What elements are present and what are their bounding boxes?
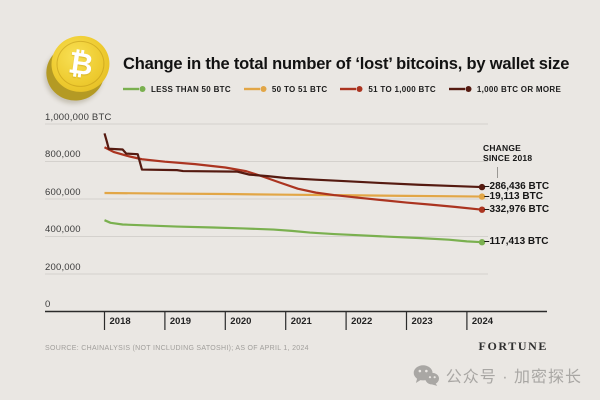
change-since-header-line1: CHANGE xyxy=(483,143,522,153)
legend-swatch-51-to-1000 xyxy=(340,86,363,92)
source-note: SOURCE: CHAINALYSIS (NOT INCLUDING SATOS… xyxy=(45,345,309,352)
x-tick-label-2018: 2018 xyxy=(109,316,131,327)
y-tick-label-600000: 600,000 xyxy=(45,186,81,198)
change-label-50-to-51: –19,113 BTC xyxy=(484,190,543,202)
change-since-header-line2: SINCE 2018 xyxy=(483,153,533,164)
legend-item-51-to-1000: 51 TO 1,000 BTC xyxy=(340,84,436,94)
wechat-icon xyxy=(413,365,439,386)
x-tick-label-2020: 2020 xyxy=(230,316,252,327)
change-since-header: CHANGE SINCE 2018 xyxy=(483,143,532,163)
y-tick-label-400000: 400,000 xyxy=(45,224,81,235)
legend-swatch-1000-or-more xyxy=(448,86,472,92)
legend-label-51-to-1000: 51 TO 1,000 BTC xyxy=(368,84,436,94)
series-line-less-than-50 xyxy=(104,219,483,244)
legend: LESS THAN 50 BTC 50 TO 51 BTC 51 TO 1,000 … xyxy=(123,84,561,94)
y-tick-label-800000: 800,000 xyxy=(45,149,81,160)
x-tick-label-2019: 2019 xyxy=(169,316,192,327)
legend-item-1000-or-more: 1,000 BTC OR MORE xyxy=(448,84,562,94)
y-tick-label-1000000: 1,000,000 BTC xyxy=(45,111,112,123)
fortune-logo: FORTUNE xyxy=(478,339,548,353)
change-header-connector xyxy=(497,167,498,178)
wechat-watermark: 公众号 · 加密探长 xyxy=(413,363,582,387)
series-line-51-to-1000 xyxy=(103,146,483,211)
legend-item-50-to-51: 50 TO 51 BTC xyxy=(243,84,328,94)
chart-title: Change in the total number of ‘lost’ bit… xyxy=(123,55,570,73)
watermark-text: 公众号 · 加密探长 xyxy=(445,369,582,386)
x-tick-label-2021: 2021 xyxy=(290,316,312,327)
legend-label-1000-or-more: 1,000 BTC OR MORE xyxy=(476,84,562,94)
legend-swatch-50-to-51 xyxy=(243,86,267,92)
change-label-less-than-50: –117,413 BTC xyxy=(484,236,549,248)
series-line-50-to-51 xyxy=(104,191,483,198)
legend-swatch-less-than-50 xyxy=(123,86,146,92)
x-tick-label-2022: 2022 xyxy=(351,316,373,327)
x-tick-label-2024: 2024 xyxy=(471,316,494,327)
bitcoin-coin-icon: ₿ xyxy=(43,33,118,106)
x-tick-label-2023: 2023 xyxy=(411,316,433,327)
y-tick-label-200000: 200,000 xyxy=(45,261,81,273)
legend-item-less-than-50: LESS THAN 50 BTC xyxy=(123,84,231,94)
legend-label-50-to-51: 50 TO 51 BTC xyxy=(271,84,328,94)
y-tick-label-0: 0 xyxy=(45,299,51,310)
legend-label-less-than-50: LESS THAN 50 BTC xyxy=(151,84,231,94)
change-label-51-to-1000: –332,976 BTC xyxy=(484,203,550,215)
change-label-1000-or-more: –286,436 BTC xyxy=(484,181,550,193)
bitcoin-symbol: ₿ xyxy=(65,44,96,83)
series-line-1000-or-more xyxy=(103,133,483,189)
